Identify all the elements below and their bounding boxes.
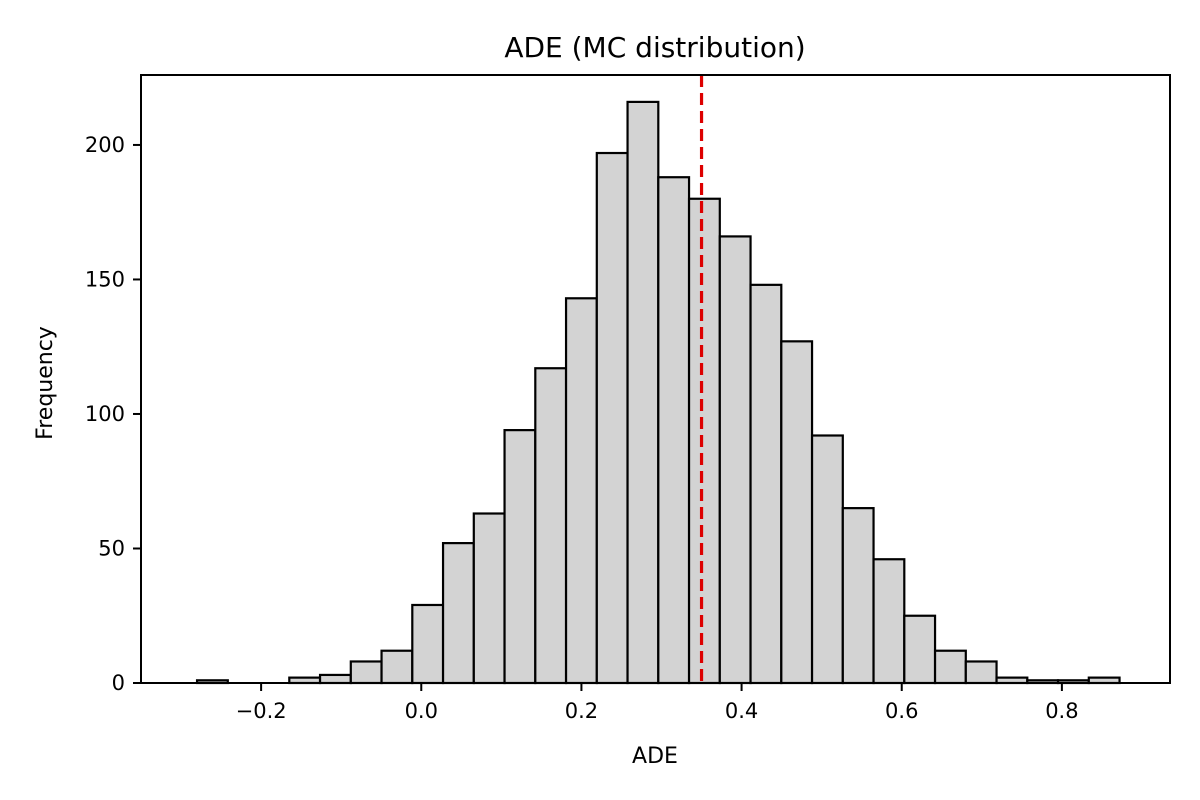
y-tick-label: 0 bbox=[112, 671, 125, 695]
histogram-bar bbox=[718, 235, 752, 685]
histogram-bar bbox=[657, 176, 691, 685]
histogram-bar bbox=[933, 649, 967, 685]
histogram-bar bbox=[872, 558, 906, 685]
histogram-bar bbox=[903, 614, 937, 685]
histogram-bar bbox=[534, 367, 568, 685]
histogram-bar bbox=[380, 649, 414, 685]
histogram-bar bbox=[626, 100, 660, 685]
histogram-bar bbox=[503, 429, 537, 685]
histogram-bar bbox=[318, 673, 352, 685]
x-tick-label: 0.2 bbox=[565, 699, 598, 723]
y-axis-label: Frequency bbox=[33, 326, 58, 440]
x-tick-label: 0.4 bbox=[725, 699, 758, 723]
histogram-bar bbox=[687, 197, 721, 685]
y-tick-label: 50 bbox=[98, 536, 125, 560]
x-tick-label: 0.6 bbox=[885, 699, 918, 723]
x-tick-label: 0.0 bbox=[405, 699, 438, 723]
x-tick-label: 0.8 bbox=[1045, 699, 1078, 723]
histogram-bar bbox=[595, 151, 629, 685]
histogram-bar bbox=[780, 340, 814, 685]
chart-title: ADE (MC distribution) bbox=[504, 31, 805, 64]
y-tick-label: 200 bbox=[85, 133, 125, 157]
y-tick-label: 100 bbox=[85, 402, 125, 426]
histogram-bar bbox=[441, 542, 475, 685]
histogram-bar bbox=[749, 283, 783, 685]
x-axis-ticks: −0.2 0.0 0.2 0.4 0.6 0.8 bbox=[236, 683, 1079, 723]
x-axis-label: ADE bbox=[632, 744, 678, 769]
histogram-bar bbox=[349, 660, 383, 685]
x-tick-label: −0.2 bbox=[236, 699, 287, 723]
histogram-bar bbox=[841, 507, 875, 685]
histogram-bar bbox=[964, 660, 998, 685]
plot-frame bbox=[140, 74, 1171, 684]
y-axis-ticks: 0 50 100 150 200 bbox=[85, 133, 141, 695]
histogram-bar bbox=[810, 434, 844, 685]
histogram-bars bbox=[195, 100, 1121, 685]
histogram-bar bbox=[564, 297, 598, 685]
histogram-bar bbox=[472, 512, 506, 685]
histogram-bar bbox=[411, 603, 445, 685]
y-tick-label: 150 bbox=[85, 267, 125, 291]
